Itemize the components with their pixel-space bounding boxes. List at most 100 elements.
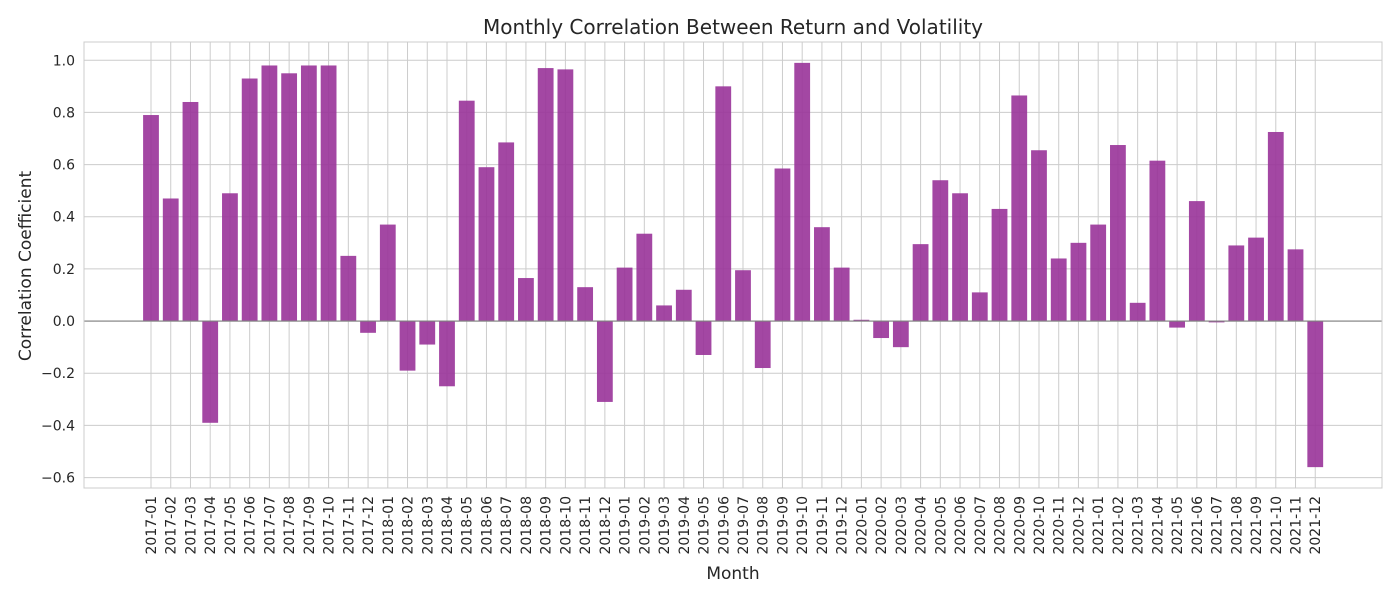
x-tick-label: 2018-05: [460, 496, 476, 554]
bar-2020-02: [873, 321, 890, 339]
bar-2018-08: [518, 278, 534, 322]
bar-2018-06: [478, 167, 495, 322]
bar-2017-11: [340, 255, 357, 322]
bar-2021-05: [1169, 321, 1186, 328]
x-tick-label: 2018-01: [381, 496, 397, 555]
x-tick-label: 2019-03: [657, 496, 673, 555]
bar-2021-01: [1090, 224, 1107, 322]
bar-2017-03: [182, 101, 199, 322]
x-tick-label: 2021-10: [1269, 496, 1285, 555]
y-tick-labels: 1.0 0.8 0.6 0.4 0.2 0.0 −0.2 −0.4 −0.6: [41, 53, 75, 486]
x-tick-label: 2018-10: [558, 496, 574, 555]
x-tick-label: 2017-10: [322, 496, 338, 555]
x-tick-label: 2021-12: [1308, 496, 1324, 555]
x-tick-label: 2019-07: [736, 496, 752, 555]
bar-2018-12: [596, 321, 613, 402]
x-tick-label: 2019-11: [815, 496, 831, 555]
x-tick-label: 2021-09: [1249, 496, 1265, 555]
bar-2020-09: [1011, 95, 1028, 322]
bar-2020-11: [1050, 258, 1067, 322]
bar-2020-10: [1031, 150, 1047, 322]
x-tick-label: 2017-12: [361, 496, 377, 555]
bar-2019-12: [833, 267, 850, 322]
x-tick-label: 2018-12: [598, 496, 614, 555]
bar-2021-06: [1188, 201, 1205, 322]
bar-2018-09: [537, 68, 554, 322]
x-tick-label: 2018-06: [479, 496, 495, 555]
bar-2017-12: [360, 321, 376, 333]
y-tick-label: −0.6: [41, 471, 75, 487]
bar-2019-02: [636, 233, 653, 322]
bar-2018-05: [458, 100, 475, 322]
bar-2020-08: [991, 208, 1008, 322]
x-tick-label: 2018-07: [499, 496, 515, 555]
bar-2019-04: [675, 289, 692, 322]
bar-2021-02: [1110, 145, 1126, 322]
x-tick-label: 2020-08: [993, 496, 1009, 555]
x-tick-label: 2017-01: [144, 496, 160, 555]
x-tick-label: 2019-08: [756, 496, 772, 555]
bar-2019-08: [754, 321, 771, 369]
x-tick-label: 2018-04: [440, 496, 456, 555]
bar-2020-04: [912, 244, 929, 322]
bar-2017-06: [241, 78, 258, 322]
bar-2018-01: [379, 224, 396, 322]
y-tick-label: 0.2: [53, 262, 75, 278]
bar-2021-07: [1208, 321, 1225, 323]
y-tick-label: 0.4: [53, 210, 75, 226]
x-tick-label: 2020-02: [874, 496, 890, 555]
x-tick-label: 2020-07: [973, 496, 989, 555]
x-tick-label: 2018-08: [519, 496, 535, 555]
y-tick-label: −0.2: [41, 366, 75, 382]
bar-2017-02: [162, 198, 179, 322]
y-tick-label: 0.0: [53, 314, 75, 330]
x-tick-labels: 2017-01 2017-02 2017-03 2017-04 2017-05 2017-…: [144, 496, 1324, 555]
bar-2018-02: [399, 321, 416, 371]
bar-2017-07: [261, 65, 278, 322]
x-tick-label: 2020-04: [914, 496, 930, 555]
x-tick-label: 2021-04: [1150, 496, 1166, 555]
x-tick-label: 2021-06: [1190, 496, 1206, 555]
x-tick-label: 2021-07: [1210, 496, 1226, 555]
bar-2021-12: [1307, 321, 1324, 468]
x-tick-label: 2017-03: [183, 496, 199, 555]
x-tick-label: 2020-05: [933, 496, 949, 555]
bar-2019-06: [715, 86, 732, 322]
y-tick-label: −0.4: [41, 418, 75, 434]
bar-2017-08: [281, 73, 298, 322]
bar-2021-09: [1248, 237, 1264, 322]
bar-2021-03: [1129, 302, 1146, 322]
x-tick-label: 2021-01: [1091, 496, 1107, 555]
bar-2020-07: [971, 292, 988, 322]
grid-lines: [84, 42, 1382, 488]
y-tick-label: 1.0: [53, 53, 75, 69]
x-tick-label: 2021-11: [1289, 496, 1305, 555]
x-tick-label: 2021-02: [1111, 496, 1127, 555]
y-axis-label: Correlation Coefficient: [16, 171, 36, 362]
bar-2021-11: [1287, 249, 1304, 322]
x-tick-label: 2017-09: [302, 496, 318, 555]
y-tick-label: 0.6: [53, 158, 75, 174]
plot-frame: [83, 41, 1383, 489]
bar-2018-04: [439, 321, 455, 387]
bar-2017-05: [222, 193, 238, 322]
x-tick-label: 2019-04: [677, 496, 693, 555]
bar-2019-07: [735, 270, 751, 322]
bar-2019-11: [814, 227, 830, 322]
bar-2017-01: [143, 115, 159, 322]
bar-2018-07: [498, 142, 515, 322]
bar-2020-05: [932, 180, 949, 322]
x-tick-label: 2017-11: [341, 496, 357, 555]
bar-2017-10: [320, 65, 337, 322]
bar-series: [143, 62, 1324, 468]
x-tick-label: 2019-09: [775, 496, 791, 555]
x-tick-label: 2018-11: [578, 496, 594, 555]
bar-2020-06: [952, 193, 968, 322]
bar-2019-01: [616, 267, 633, 322]
x-tick-label: 2020-01: [854, 496, 870, 555]
x-tick-label: 2020-06: [953, 496, 969, 555]
x-tick-label: 2020-10: [1032, 496, 1048, 555]
bar-2017-04: [202, 321, 219, 423]
bar-2019-09: [774, 168, 791, 322]
